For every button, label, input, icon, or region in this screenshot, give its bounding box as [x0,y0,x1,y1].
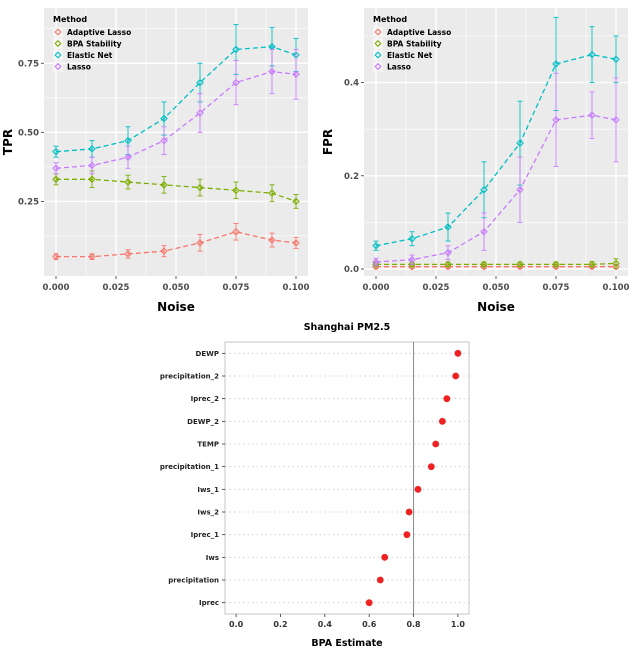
svg-text:0.50: 0.50 [18,128,39,138]
svg-text:DEWP: DEWP [196,350,219,358]
svg-text:precipitation_1: precipitation_1 [160,463,219,471]
shanghai-pm25-dotplot: Shanghai PM2.5 DEWP precipitation_2 Iprec_2… [155,318,485,652]
svg-text:Adaptive Lasso: Adaptive Lasso [67,28,131,37]
svg-text:0.050: 0.050 [483,283,510,293]
svg-text:Adaptive Lasso: Adaptive Lasso [387,28,451,37]
svg-text:0.8: 0.8 [406,620,421,629]
svg-text:0.4: 0.4 [344,79,359,89]
svg-text:precipitation_2: precipitation_2 [160,373,219,381]
svg-text:TPR: TPR [1,129,15,155]
svg-text:Iprec_1: Iprec_1 [191,531,219,539]
svg-text:Lasso: Lasso [387,63,411,72]
svg-text:0.100: 0.100 [283,283,310,293]
svg-text:precipitation: precipitation [168,577,219,585]
svg-text:BPA Stability: BPA Stability [387,40,442,49]
bottom-row: Shanghai PM2.5 DEWP precipitation_2 Iprec_2… [0,318,640,655]
svg-text:Method: Method [373,15,407,24]
svg-text:Elastic Net: Elastic Net [67,51,113,60]
svg-text:1.0: 1.0 [451,620,466,629]
svg-text:0.0: 0.0 [229,620,244,629]
svg-text:TEMP: TEMP [197,441,219,449]
svg-text:Shanghai PM2.5: Shanghai PM2.5 [304,322,391,333]
svg-text:Iws_1: Iws_1 [197,486,219,494]
svg-text:0.2: 0.2 [273,620,287,629]
svg-text:0.100: 0.100 [603,283,630,293]
svg-text:0.6: 0.6 [362,620,377,629]
svg-text:Lasso: Lasso [67,63,91,72]
svg-text:Iws: Iws [206,554,219,562]
svg-text:Iprec: Iprec [199,599,219,607]
svg-text:BPA Stability: BPA Stability [67,40,122,49]
svg-text:0.25: 0.25 [18,197,39,207]
svg-text:0.75: 0.75 [18,59,39,69]
svg-text:0.025: 0.025 [103,283,130,293]
svg-text:Iws_2: Iws_2 [197,509,219,517]
svg-text:0.4: 0.4 [318,620,333,629]
svg-text:0.075: 0.075 [543,283,570,293]
svg-text:Method: Method [53,15,87,24]
fpr-vs-noise-chart: 0.000 0.025 0.050 0.075 0.100 0.0 0.2 0.4 Noise F… [320,0,640,318]
svg-text:Noise: Noise [477,300,515,314]
svg-text:0.000: 0.000 [43,283,70,293]
svg-text:0.075: 0.075 [223,283,250,293]
svg-text:Iprec_2: Iprec_2 [191,395,219,403]
svg-text:Elastic Net: Elastic Net [387,51,433,60]
svg-text:FPR: FPR [321,129,335,155]
tpr-vs-noise-chart: 0.000 0.025 0.050 0.075 0.100 0.25 0.50 0.75 Noi… [0,0,320,318]
svg-text:DEWP_2: DEWP_2 [187,418,219,426]
svg-text:0.050: 0.050 [163,283,190,293]
svg-text:0.0: 0.0 [344,265,359,275]
svg-text:BPA Estimate: BPA Estimate [311,638,382,649]
svg-text:0.2: 0.2 [344,172,359,182]
svg-text:0.025: 0.025 [423,283,450,293]
svg-text:Noise: Noise [157,300,195,314]
svg-text:0.000: 0.000 [363,283,390,293]
